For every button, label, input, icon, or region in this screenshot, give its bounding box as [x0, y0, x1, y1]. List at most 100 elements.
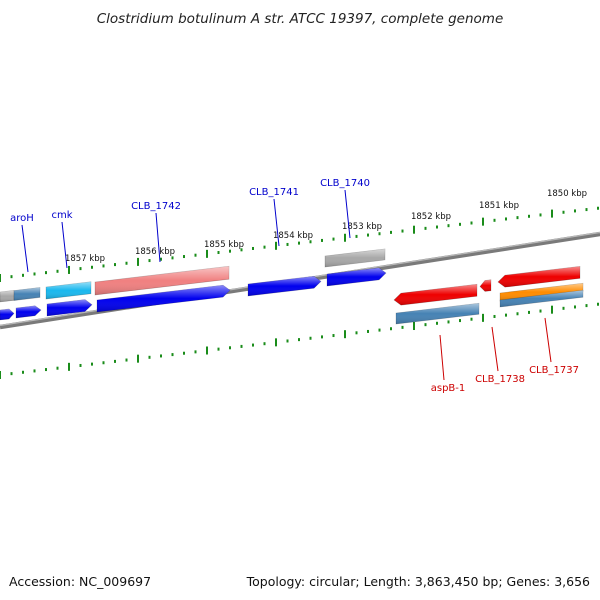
minor-tick	[447, 320, 450, 324]
gene-label-CLB_1737: CLB_1737	[529, 365, 579, 376]
map-title: Clostridium botulinum A str. ATCC 19397,…	[97, 11, 504, 27]
minor-tick	[574, 305, 576, 309]
genome-summary-text: Topology: circular; Length: 3,863,450 bp…	[246, 574, 590, 589]
gene-features	[0, 248, 584, 325]
gene-aroH-outer-steel-sheen	[14, 287, 40, 301]
minor-tick	[378, 232, 381, 236]
minor-tick	[171, 256, 174, 260]
minor-tick	[148, 259, 151, 263]
major-tick	[344, 233, 346, 242]
minor-tick	[10, 275, 13, 279]
gene-label-CLB_1742: CLB_1742	[131, 201, 181, 212]
minor-tick	[401, 325, 404, 329]
minor-tick	[240, 344, 243, 348]
minor-tick	[459, 222, 461, 226]
accession-text: Accession: NC_009697	[9, 574, 151, 589]
minor-tick	[321, 335, 323, 339]
minor-tick	[286, 339, 289, 343]
gene-CLB_1742-sheen	[97, 285, 230, 312]
minor-tick	[321, 238, 323, 242]
scale-label-1851-kbp: 1851 kbp	[479, 201, 519, 211]
lower-tick-row	[0, 302, 599, 379]
major-tick	[413, 322, 415, 331]
upper-tick-row	[0, 206, 599, 282]
minor-tick	[459, 319, 461, 323]
minor-tick	[516, 312, 519, 316]
leader-CLB_1740	[344, 189, 351, 239]
minor-tick	[56, 366, 59, 370]
gene-CLB_1742-outer-sheen	[95, 266, 229, 295]
minor-tick	[160, 257, 162, 261]
scale-ticks	[0, 206, 599, 379]
gene-label-CLB_1741: CLB_1741	[249, 187, 299, 198]
minor-tick	[390, 230, 392, 234]
minor-tick	[125, 261, 128, 265]
minor-tick	[229, 249, 231, 253]
major-tick	[482, 313, 484, 322]
gene-aroH-outer-gray	[0, 290, 15, 303]
minor-tick	[470, 317, 473, 321]
label-leader-lines	[21, 189, 552, 381]
gene-cmk-outer-sheen	[46, 281, 91, 299]
leader-aspB-1	[439, 334, 445, 381]
scale-label-1850-kbp: 1850 kbp	[547, 189, 587, 199]
minor-tick	[528, 310, 530, 314]
gene-fwd-2-sheen	[16, 305, 41, 318]
minor-tick	[493, 218, 496, 222]
gene-CLB_1740-outer-sheen	[325, 248, 385, 267]
minor-tick	[263, 245, 266, 249]
scale-label-1853-kbp: 1853 kbp	[342, 222, 382, 232]
major-tick	[137, 354, 139, 363]
minor-tick	[286, 242, 289, 246]
gene-CLB_1740	[326, 267, 387, 287]
minor-tick	[309, 336, 312, 340]
minor-tick	[33, 272, 36, 276]
minor-tick	[160, 354, 162, 358]
minor-tick	[22, 273, 24, 277]
gene-CLB_1737-inner-steel	[499, 289, 584, 308]
leader-CLB_1742	[155, 212, 161, 263]
gene-fwd-1-sheen	[0, 308, 14, 320]
gene-aspB-1-sheen	[394, 284, 477, 306]
major-tick	[551, 209, 553, 218]
gene-label-CLB_1738: CLB_1738	[475, 374, 525, 385]
major-tick	[206, 249, 208, 258]
minor-tick	[125, 358, 128, 362]
minor-tick	[229, 346, 231, 350]
minor-tick	[45, 368, 47, 372]
leader-CLB_1737	[544, 317, 552, 363]
minor-tick	[597, 302, 599, 306]
minor-tick	[470, 221, 473, 225]
minor-tick	[367, 233, 369, 237]
major-tick	[137, 257, 139, 266]
minor-tick	[528, 214, 530, 218]
minor-tick	[298, 241, 300, 245]
gene-label-aroH: aroH	[10, 213, 34, 224]
gene-CLB_1742	[96, 284, 231, 313]
gene-fwd-2	[15, 305, 42, 319]
gene-labels: aroH cmk CLB_1742 CLB_1741 CLB_1740 aspB…	[10, 178, 579, 394]
gene-CLB_1737	[497, 265, 581, 288]
minor-tick	[263, 342, 266, 346]
gene-label-cmk: cmk	[51, 210, 72, 221]
leader-aroH	[21, 224, 29, 273]
minor-tick	[102, 361, 105, 365]
minor-tick	[539, 213, 542, 217]
gene-CLB_1741	[247, 275, 322, 297]
gene-CLB_1737-inner-orange-sheen	[500, 283, 583, 301]
minor-tick	[355, 234, 358, 238]
minor-tick	[585, 208, 588, 212]
gene-CLB_1742-outer	[94, 265, 230, 296]
minor-tick	[171, 353, 174, 357]
minor-tick	[355, 331, 358, 335]
major-tick	[0, 274, 1, 282]
minor-tick	[114, 263, 116, 267]
major-tick	[206, 346, 208, 355]
scale-label-1854-kbp: 1854 kbp	[273, 231, 313, 241]
minor-tick	[252, 246, 254, 250]
major-tick	[551, 305, 553, 314]
minor-tick	[102, 264, 105, 268]
minor-tick	[240, 248, 243, 252]
minor-tick	[217, 347, 220, 351]
